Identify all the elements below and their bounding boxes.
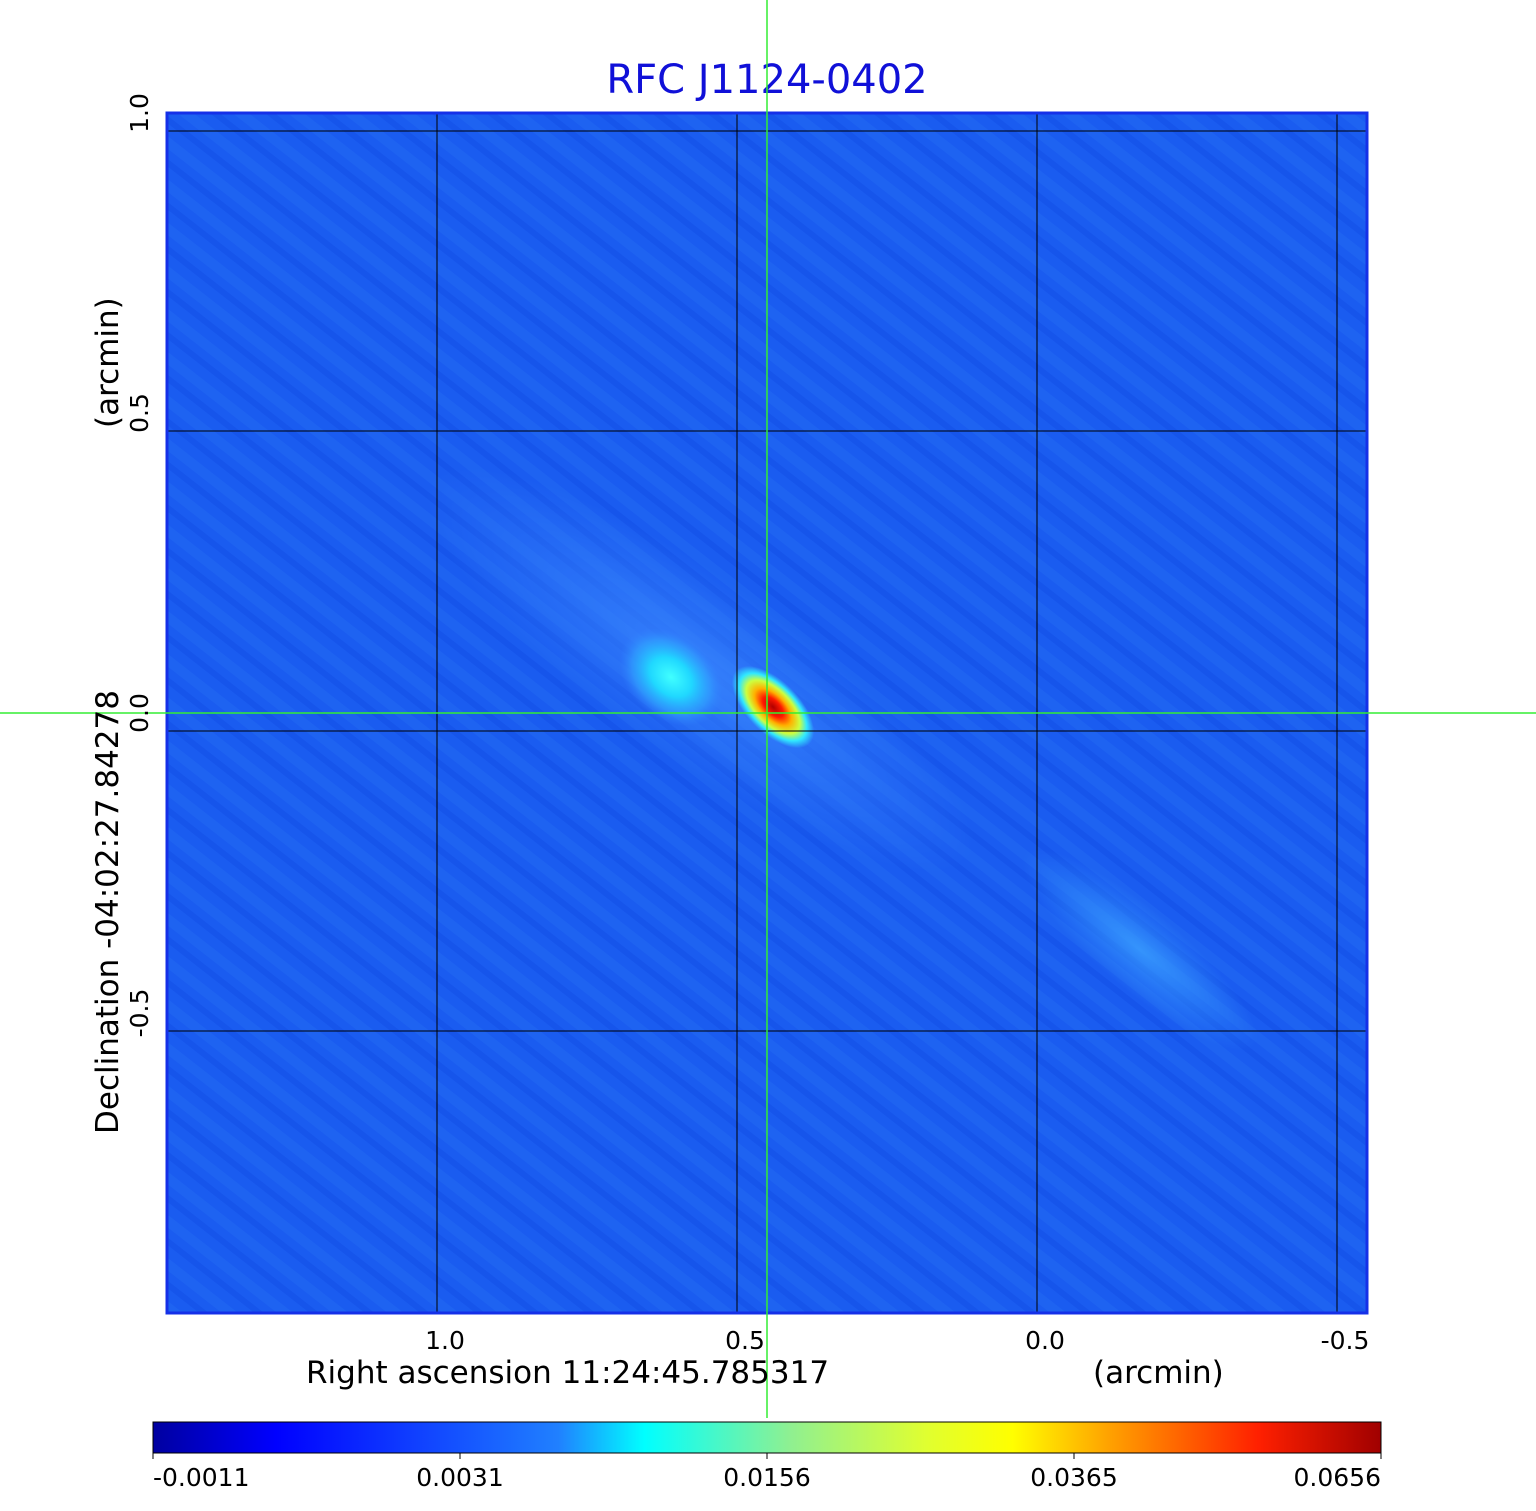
core-component	[731, 665, 815, 749]
colorbar-tick-label: 0.0156	[723, 1463, 810, 1492]
colorbar-tick-label: 0.0365	[1030, 1463, 1117, 1492]
y-tick-label: 1.0	[125, 93, 154, 133]
y-axis-label: Declination -04:02:27.84278	[90, 690, 126, 1134]
x-tick-label: -0.5	[1321, 1326, 1370, 1355]
y-axis-unit: (arcmin)	[90, 297, 126, 428]
x-tick-label: 0.5	[725, 1326, 765, 1355]
y-tick-label: -0.5	[125, 989, 154, 1038]
x-tick-label: 1.0	[425, 1326, 465, 1355]
x-tick-label: 0.0	[1025, 1326, 1065, 1355]
y-tick-label: 0.0	[125, 693, 154, 733]
faint-emission	[1022, 848, 1258, 1052]
y-tick-label: 0.5	[125, 393, 154, 433]
secondary-component	[619, 627, 723, 727]
colorbar-tick-label: 0.0031	[416, 1463, 503, 1492]
colorbar-tick-labels: -0.0011 0.0031 0.0156 0.0365 0.0656	[152, 1453, 1382, 1492]
colorbar-tick-label: 0.0656	[1294, 1463, 1381, 1492]
colorbar	[152, 1421, 1382, 1454]
x-tick-labels: 1.0 0.5 0.0 -0.5	[425, 1326, 1369, 1355]
x-axis-unit: (arcmin)	[1093, 1355, 1224, 1391]
y-tick-labels: 1.0 0.5 0.0 -0.5	[125, 93, 154, 1037]
x-axis-label: Right ascension 11:24:45.785317	[306, 1355, 829, 1391]
colorbar-tick-label: -0.0011	[153, 1463, 250, 1492]
